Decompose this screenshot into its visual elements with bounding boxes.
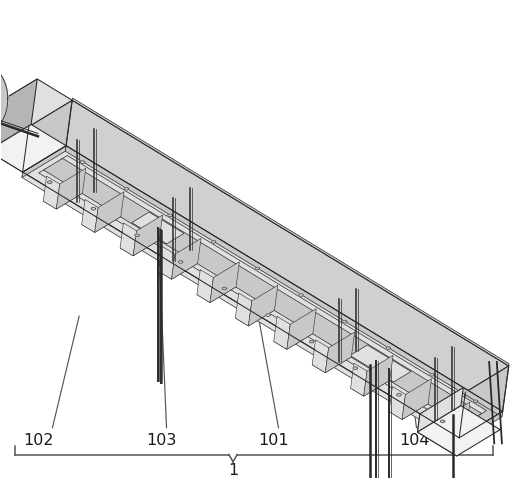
Text: 101: 101 [259, 432, 289, 447]
Polygon shape [81, 209, 121, 233]
Polygon shape [386, 347, 391, 350]
Polygon shape [473, 400, 478, 403]
Polygon shape [0, 67, 8, 132]
Polygon shape [0, 80, 37, 152]
Polygon shape [397, 394, 401, 396]
Polygon shape [60, 156, 486, 415]
Polygon shape [248, 286, 278, 326]
Polygon shape [266, 314, 270, 317]
Polygon shape [0, 106, 29, 173]
Polygon shape [312, 349, 351, 373]
Polygon shape [0, 125, 66, 173]
Polygon shape [133, 216, 163, 256]
Polygon shape [210, 262, 240, 303]
Polygon shape [29, 125, 465, 393]
Polygon shape [66, 146, 503, 417]
Polygon shape [236, 293, 252, 326]
Text: 102: 102 [24, 432, 54, 447]
Polygon shape [459, 366, 509, 438]
Polygon shape [353, 367, 357, 370]
Polygon shape [255, 267, 260, 270]
Polygon shape [351, 363, 367, 396]
Polygon shape [458, 411, 503, 444]
Polygon shape [124, 188, 129, 191]
Polygon shape [23, 127, 465, 438]
Polygon shape [417, 388, 463, 432]
Polygon shape [72, 99, 509, 366]
Polygon shape [48, 181, 52, 184]
Polygon shape [0, 80, 72, 127]
Polygon shape [274, 326, 313, 349]
Polygon shape [159, 247, 175, 280]
Polygon shape [364, 356, 393, 396]
Polygon shape [350, 345, 411, 382]
Polygon shape [417, 414, 459, 456]
Polygon shape [222, 288, 227, 290]
Polygon shape [178, 261, 183, 264]
Polygon shape [23, 101, 72, 173]
Polygon shape [197, 279, 236, 303]
Polygon shape [132, 213, 184, 244]
Polygon shape [80, 161, 85, 164]
Text: 104: 104 [399, 432, 430, 447]
Polygon shape [274, 317, 290, 349]
Polygon shape [389, 387, 406, 420]
Polygon shape [389, 396, 428, 420]
Polygon shape [23, 146, 503, 438]
Polygon shape [135, 235, 139, 237]
Polygon shape [168, 215, 172, 217]
Polygon shape [22, 173, 459, 444]
Polygon shape [312, 340, 329, 373]
Polygon shape [43, 186, 82, 210]
Polygon shape [91, 208, 96, 211]
Polygon shape [428, 419, 466, 443]
Polygon shape [440, 420, 445, 423]
Polygon shape [120, 233, 159, 256]
Polygon shape [172, 239, 201, 280]
Polygon shape [56, 169, 86, 210]
Polygon shape [428, 410, 444, 443]
Text: 103: 103 [146, 432, 177, 447]
Polygon shape [298, 294, 303, 297]
Polygon shape [343, 321, 347, 323]
Polygon shape [402, 379, 432, 420]
Text: 1: 1 [228, 462, 238, 477]
Polygon shape [309, 341, 314, 343]
Polygon shape [39, 169, 465, 428]
Polygon shape [440, 402, 470, 443]
Polygon shape [44, 159, 482, 425]
Polygon shape [0, 67, 8, 132]
Polygon shape [81, 200, 98, 233]
Polygon shape [29, 101, 509, 393]
Polygon shape [236, 302, 274, 326]
Polygon shape [120, 223, 137, 256]
Polygon shape [197, 270, 214, 303]
Polygon shape [325, 332, 355, 373]
Polygon shape [95, 192, 124, 233]
Polygon shape [417, 406, 500, 456]
Polygon shape [0, 67, 8, 132]
Polygon shape [22, 146, 66, 178]
Polygon shape [43, 177, 60, 210]
Polygon shape [159, 256, 198, 280]
Polygon shape [430, 373, 434, 376]
Polygon shape [287, 309, 316, 349]
Polygon shape [211, 241, 216, 244]
Polygon shape [351, 372, 390, 396]
